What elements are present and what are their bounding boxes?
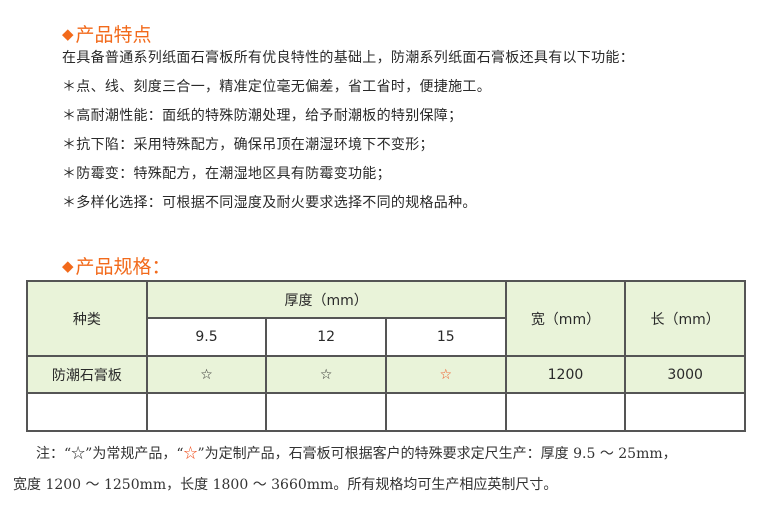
cell-width: 1200 bbox=[504, 355, 627, 394]
features-intro: 在具备普通系列纸面石膏板所有优良特性的基础上，防潮系列纸面石膏板还具有以下功能： bbox=[62, 50, 634, 66]
thickness-12: 12 bbox=[265, 317, 387, 357]
note-text: ”为常规产品，“ bbox=[85, 446, 184, 462]
table-row: 防潮石膏板 ☆ ☆ ☆ 1200 3000 bbox=[26, 355, 746, 394]
feature-item: ＊点、线、刻度三合一，精准定位毫无偏差，省工省时，便捷施工。 bbox=[62, 79, 491, 95]
diamond-icon: ◆ bbox=[62, 256, 74, 275]
note-line-2: 宽度 1200 ～ 1250mm，长度 1800 ～ 3660mm。所有规格均可… bbox=[13, 477, 558, 493]
cell-type: 防潮石膏板 bbox=[26, 355, 148, 394]
feature-item: ＊防霉变：特殊配方，在潮湿地区具有防霉变功能； bbox=[62, 166, 391, 182]
empty-cell bbox=[145, 392, 268, 432]
features-heading: ◆ 产品特点 bbox=[62, 20, 152, 47]
spec-table: 种类 厚度（mm） 宽（mm） 长（mm） 9.5 12 15 防潮石膏板 ☆ … bbox=[26, 280, 746, 432]
table-row-empty bbox=[26, 392, 746, 432]
header-thickness: 厚度（mm） bbox=[145, 280, 507, 319]
empty-cell bbox=[624, 392, 746, 432]
empty-cell bbox=[26, 392, 148, 432]
thickness-15: 15 bbox=[384, 317, 507, 357]
header-length: 长（mm） bbox=[624, 280, 746, 357]
note-line-1: 注：“☆”为常规产品，“☆”为定制产品，石膏板可根据客户的特殊要求定尺生产：厚度… bbox=[36, 443, 677, 463]
header-type: 种类 bbox=[26, 280, 148, 357]
star-icon: ☆ bbox=[71, 446, 86, 462]
star-icon: ☆ bbox=[265, 355, 387, 394]
empty-cell bbox=[265, 392, 387, 432]
note-text: 注：“ bbox=[36, 446, 72, 462]
features-heading-text: 产品特点 bbox=[75, 24, 152, 46]
specs-heading: ◆ 产品规格： bbox=[62, 252, 171, 279]
header-width: 宽（mm） bbox=[504, 280, 627, 357]
empty-cell bbox=[384, 392, 507, 432]
feature-item: ＊高耐潮性能：面纸的特殊防潮处理，给予耐潮板的特别保障； bbox=[62, 108, 463, 124]
thickness-9.5: 9.5 bbox=[145, 317, 268, 357]
note-text: ”为定制产品，石膏板可根据客户的特殊要求定尺生产：厚度 9.5 ～ 25mm， bbox=[197, 446, 677, 462]
diamond-icon: ◆ bbox=[62, 24, 74, 43]
cell-length: 3000 bbox=[624, 355, 746, 394]
star-icon: ☆ bbox=[145, 355, 268, 394]
custom-star-icon: ☆ bbox=[384, 355, 507, 394]
specs-heading-text: 产品规格： bbox=[75, 256, 171, 278]
feature-item: ＊多样化选择：可根据不同湿度及耐火要求选择不同的规格品种。 bbox=[62, 195, 477, 211]
empty-cell bbox=[504, 392, 627, 432]
feature-item: ＊抗下陷：采用特殊配方，确保吊顶在潮湿环境下不变形； bbox=[62, 137, 434, 153]
custom-star-icon: ☆ bbox=[183, 446, 198, 462]
